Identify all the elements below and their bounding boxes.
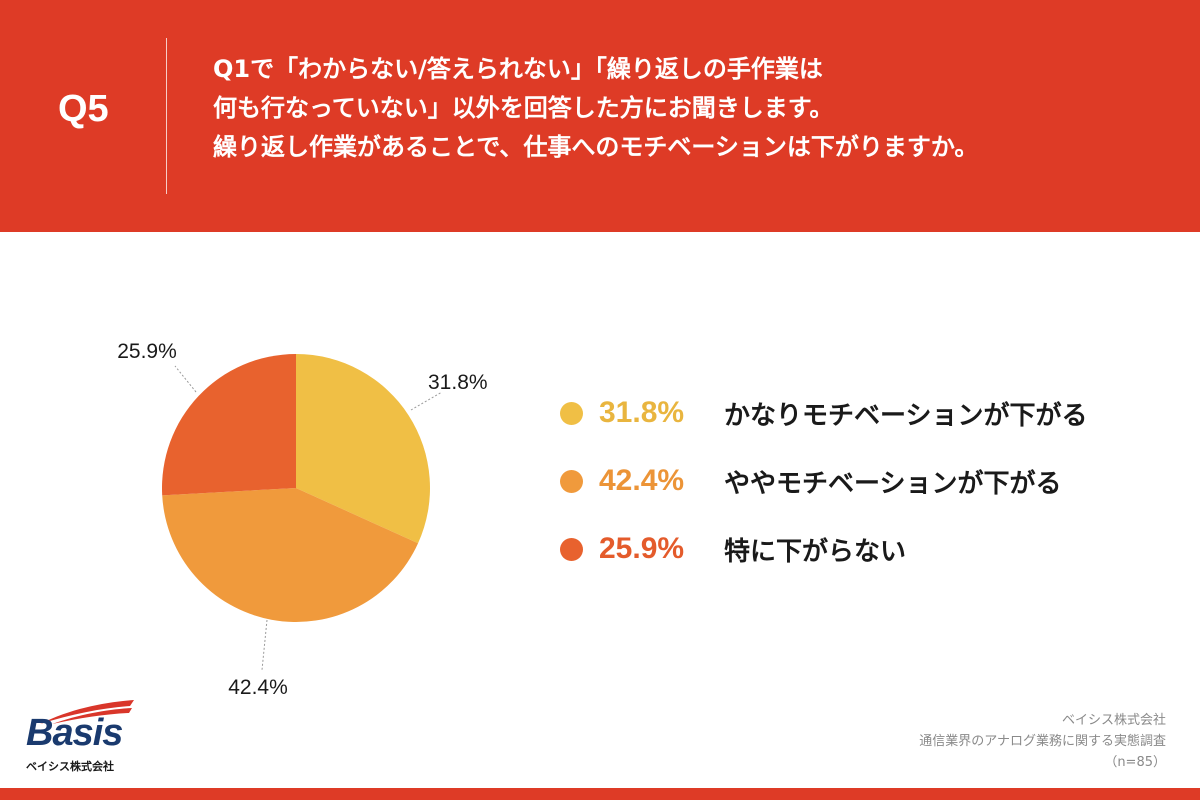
legend-label-2: ややモチベーションが下がる bbox=[724, 468, 1062, 499]
header-divider bbox=[166, 38, 167, 194]
pie-chart: 31.8% 42.4% 25.9% bbox=[117, 340, 488, 699]
legend-label-3: 特に下がらない bbox=[724, 536, 907, 567]
pie-label-3: 25.9% bbox=[117, 340, 177, 363]
logo-wordmark: Basis bbox=[26, 712, 123, 754]
logo-swoosh-icon bbox=[40, 700, 134, 724]
legend-dot-1 bbox=[560, 401, 583, 425]
basis-logo: Basis ベイシス株式会社 bbox=[22, 698, 162, 778]
source-sample-size: （n=85） bbox=[1104, 755, 1166, 770]
question-line-2: 何も行なっていない」以外を回答した方にお聞きします。 bbox=[213, 94, 834, 122]
legend-pct-3: 25.9% bbox=[599, 532, 685, 565]
pie-label-2: 42.4% bbox=[228, 676, 288, 699]
source-company: ベイシス株式会社 bbox=[1061, 713, 1166, 728]
source-survey: 通信業界のアナログ業務に関する実態調査 bbox=[919, 734, 1166, 749]
question-number: Q5 bbox=[58, 88, 109, 130]
pie-label-1: 31.8% bbox=[428, 371, 488, 394]
pie-leader-1 bbox=[410, 391, 443, 411]
legend-item-3: 25.9% 特に下がらない bbox=[560, 531, 1087, 567]
header: Q5 Q1で「わからない/答えられない」「繰り返しの手作業は 何も行なっていない… bbox=[0, 0, 1200, 232]
pie-leader-3 bbox=[174, 365, 197, 393]
legend: 31.8% かなりモチベーションが下がる 42.4% ややモチベーションが下がる… bbox=[560, 395, 1087, 599]
legend-label-1: かなりモチベーションが下がる bbox=[724, 400, 1088, 431]
legend-item-2: 42.4% ややモチベーションが下がる bbox=[560, 463, 1087, 499]
legend-dot-2 bbox=[560, 469, 583, 493]
pie-slice-2 bbox=[162, 488, 419, 622]
legend-pct-2: 42.4% bbox=[599, 464, 685, 497]
legend-pct-1: 31.8% bbox=[599, 396, 685, 429]
legend-dot-3 bbox=[560, 537, 583, 561]
question-line-3: 繰り返し作業があることで、仕事へのモチベーションは下がりますか。 bbox=[213, 133, 979, 161]
pie-leader-2 bbox=[261, 619, 268, 671]
pie-slice-1 bbox=[296, 354, 430, 544]
pie-slice-3 bbox=[161, 354, 296, 496]
question-line-1: Q1で「わからない/答えられない」「繰り返しの手作業は bbox=[213, 55, 823, 83]
legend-item-1: 31.8% かなりモチベーションが下がる bbox=[560, 395, 1087, 431]
logo-company-name: ベイシス株式会社 bbox=[26, 760, 114, 773]
question-text: Q1で「わからない/答えられない」「繰り返しの手作業は 何も行なっていない」以外… bbox=[213, 50, 1173, 167]
source-note: ベイシス株式会社 通信業界のアナログ業務に関する実態調査 （n=85） bbox=[919, 710, 1166, 773]
chart-panel: 31.8% 42.4% 25.9% 31.8% かなりモチベーションが下がる 42.… bbox=[0, 232, 1200, 788]
